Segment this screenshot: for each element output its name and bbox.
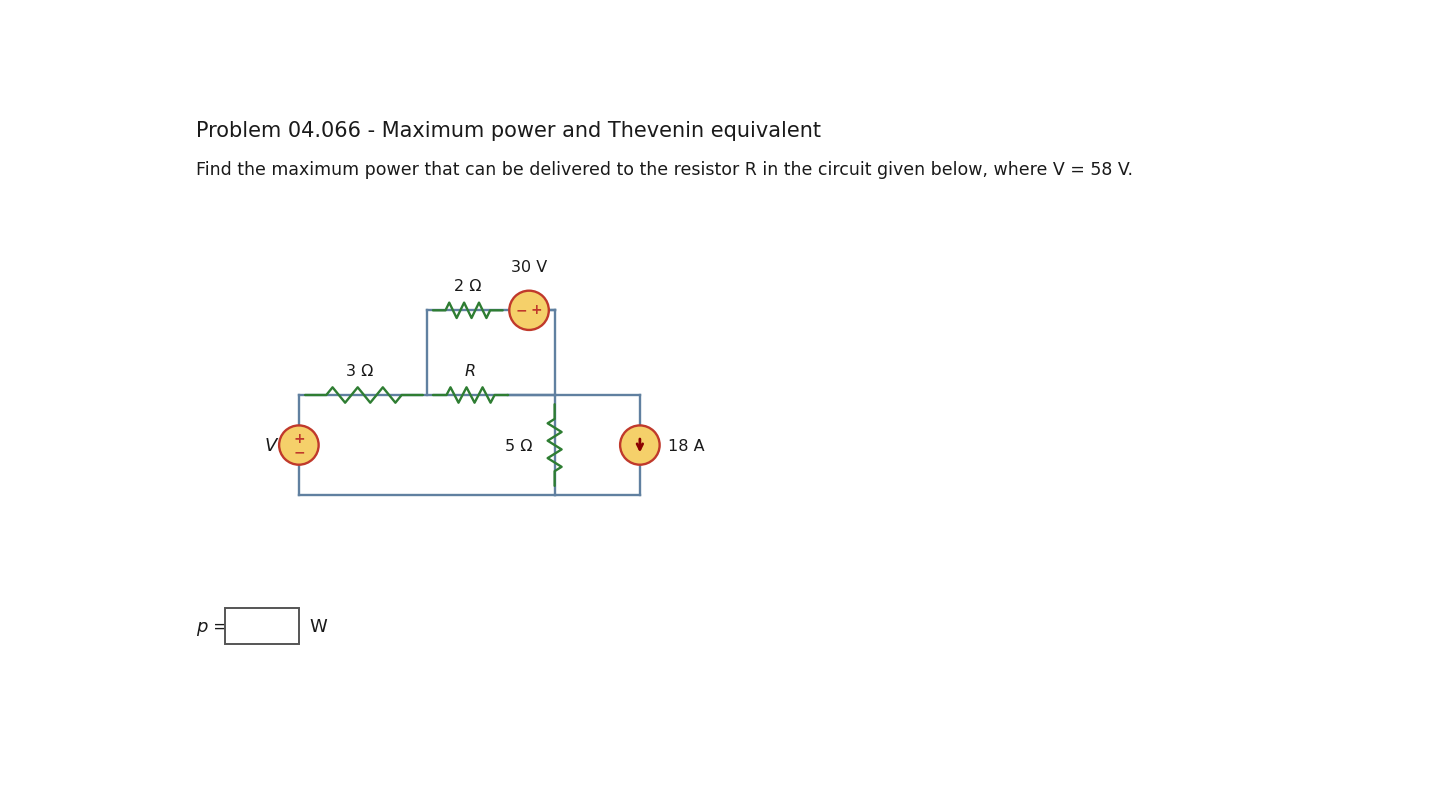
Circle shape [621, 426, 659, 465]
Text: −: − [516, 303, 528, 317]
Text: 3 Ω: 3 Ω [346, 364, 373, 378]
Text: 30 V: 30 V [511, 259, 548, 275]
Text: p =: p = [196, 618, 227, 635]
Text: 5 Ω: 5 Ω [505, 438, 533, 453]
FancyBboxPatch shape [226, 608, 299, 645]
Text: +: + [531, 303, 542, 317]
Text: 18 A: 18 A [668, 438, 705, 453]
Circle shape [509, 291, 549, 331]
Text: −: − [293, 445, 305, 459]
Text: W: W [310, 618, 327, 635]
Text: Problem 04.066 - Maximum power and Thevenin equivalent: Problem 04.066 - Maximum power and Theve… [196, 121, 821, 141]
Text: Find the maximum power that can be delivered to the resistor R in the circuit gi: Find the maximum power that can be deliv… [196, 161, 1133, 179]
Text: R: R [465, 364, 476, 378]
Text: 2 Ω: 2 Ω [455, 279, 482, 294]
Text: +: + [293, 431, 305, 445]
Text: V: V [265, 437, 277, 454]
Circle shape [279, 426, 319, 465]
